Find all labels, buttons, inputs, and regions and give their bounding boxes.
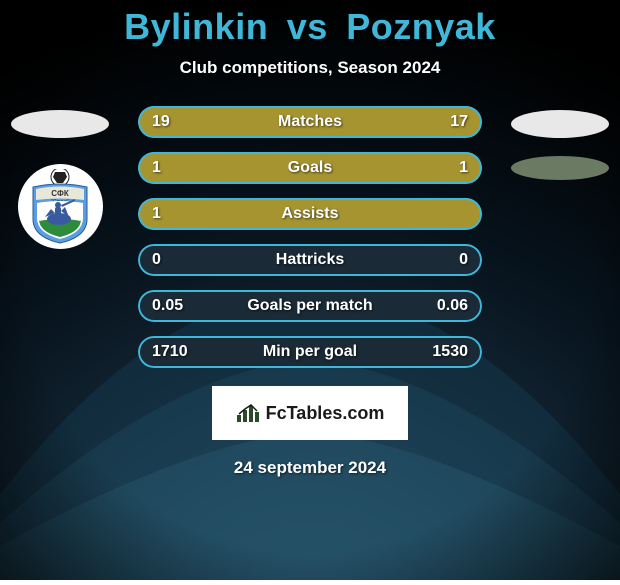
logo-text: FcTables.com (266, 403, 385, 424)
stat-value-right: 17 (450, 113, 468, 131)
stat-value-right: 1 (459, 159, 468, 177)
player-left-name: Bylinkin (124, 6, 268, 47)
stat-bar: 0.05 Goals per match 0.06 (138, 290, 482, 322)
stats-column: 19 Matches 17 1 Goals 1 1 Assists 0 Hattricks 0 0.0… (120, 106, 500, 368)
stat-bar: 1 Assists (138, 198, 482, 230)
right-ellipse-bottom (511, 156, 609, 180)
stat-value-right: 0 (459, 251, 468, 269)
vs-text: vs (287, 6, 328, 47)
stat-value-left: 1710 (152, 343, 188, 361)
stat-label: Matches (278, 113, 342, 131)
page-title: Bylinkin vs Poznyak (124, 6, 496, 48)
stat-fill-right (310, 152, 482, 184)
stat-value-right: 0.06 (437, 297, 468, 315)
club-badge: СФК "Слуцк" (18, 164, 103, 249)
bars-icon (236, 403, 262, 423)
stat-bar: 1 Goals 1 (138, 152, 482, 184)
right-side-column (500, 106, 620, 180)
stat-fill-left (138, 152, 310, 184)
fctables-logo: FcTables.com (212, 386, 408, 440)
left-side-column: СФК "Слуцк" (0, 106, 120, 249)
stat-label: Goals per match (247, 297, 372, 315)
subtitle: Club competitions, Season 2024 (180, 58, 441, 78)
stat-value-left: 0.05 (152, 297, 183, 315)
stat-bar: 19 Matches 17 (138, 106, 482, 138)
left-ellipse (11, 110, 109, 138)
player-right-name: Poznyak (346, 6, 496, 47)
stat-value-left: 1 (152, 205, 161, 223)
shield-icon: СФК "Слуцк" (25, 169, 95, 244)
svg-text:СФК: СФК (51, 189, 69, 198)
right-ellipse-top (511, 110, 609, 138)
date-text: 24 september 2024 (234, 458, 386, 478)
stat-bar: 1710 Min per goal 1530 (138, 336, 482, 368)
stat-value-left: 19 (152, 113, 170, 131)
main-row: СФК "Слуцк" 19 Matches 17 1 Goals 1 1 Assists 0 H… (0, 106, 620, 368)
stat-value-right: 1530 (432, 343, 468, 361)
stat-value-left: 1 (152, 159, 161, 177)
stat-bar: 0 Hattricks 0 (138, 244, 482, 276)
stat-label: Goals (288, 159, 332, 177)
stat-label: Assists (282, 205, 339, 223)
stat-label: Hattricks (276, 251, 344, 269)
stat-label: Min per goal (263, 343, 357, 361)
stat-value-left: 0 (152, 251, 161, 269)
